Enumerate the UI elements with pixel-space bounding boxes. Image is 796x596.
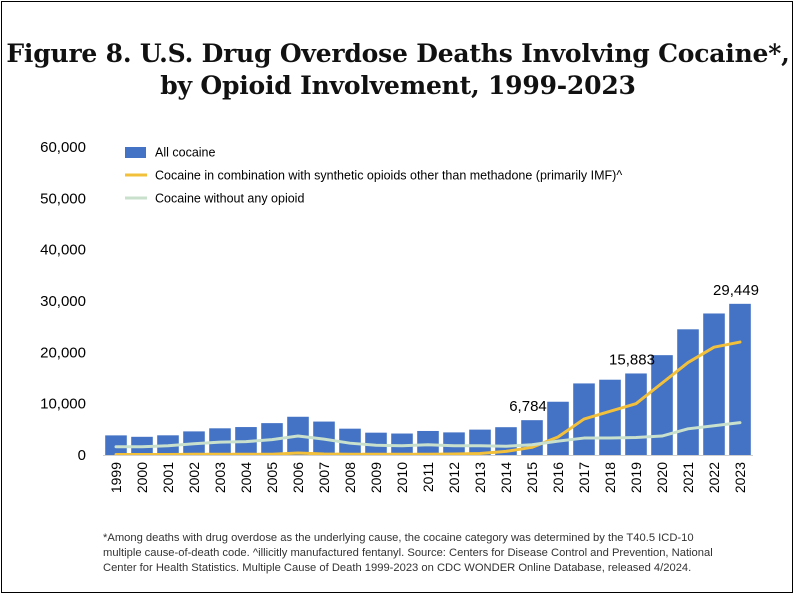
bar — [729, 303, 751, 455]
x-tick-label: 2001 — [160, 462, 176, 493]
footnote-line-3: Center for Health Statistics. Multiple C… — [103, 562, 692, 574]
x-tick-label: 2003 — [212, 462, 228, 493]
bar — [599, 379, 621, 455]
data-labels: 6,784 15,883 29,449 — [509, 282, 759, 415]
y-tick-label: 50,000 — [40, 190, 86, 207]
bar — [625, 373, 647, 455]
line-series — [114, 340, 742, 456]
x-tick-label: 2007 — [316, 462, 332, 493]
y-tick-label: 40,000 — [40, 242, 86, 259]
x-tick-label: 2000 — [134, 462, 150, 493]
x-tick-label: 2016 — [550, 462, 566, 493]
legend: All cocaine Cocaine in combination with s… — [125, 146, 622, 206]
y-axis: 0 10,000 20,000 30,000 40,000 50,000 60,000 — [40, 139, 86, 464]
legend-label: All cocaine — [155, 146, 215, 160]
chart-title-line-1: Figure 8. U.S. Drug Overdose Deaths Invo… — [6, 39, 790, 68]
x-tick-label: 2010 — [394, 462, 410, 493]
legend-label: Cocaine without any opioid — [155, 192, 304, 206]
x-tick-label: 2021 — [680, 462, 696, 493]
x-tick-label: 2011 — [420, 462, 436, 492]
chart-title: Figure 8. U.S. Drug Overdose Deaths Invo… — [0, 38, 796, 102]
bar-series-all-cocaine — [105, 303, 751, 455]
bar — [703, 313, 725, 455]
x-tick-label: 2022 — [706, 462, 722, 493]
legend-label: Cocaine in combination with synthetic op… — [155, 169, 622, 183]
x-tick-label: 2009 — [368, 462, 384, 493]
chart-title-line-2: by Opioid Involvement, 1999-2023 — [160, 71, 636, 100]
x-tick-label: 2004 — [238, 462, 254, 493]
series-line — [114, 340, 742, 456]
footnote-line-2: multiple cause-of-death code. ^illicitly… — [103, 547, 713, 559]
bar — [469, 429, 491, 455]
x-tick-label: 2008 — [342, 462, 358, 493]
y-tick-label: 10,000 — [40, 396, 86, 413]
data-label: 29,449 — [713, 282, 759, 299]
footnote-line-1: *Among deaths with drug overdose as the … — [103, 532, 694, 544]
bar — [443, 432, 465, 455]
x-tick-label: 2012 — [446, 462, 462, 493]
x-tick-label: 2018 — [602, 462, 618, 493]
bar — [495, 427, 517, 455]
y-tick-label: 20,000 — [40, 344, 86, 361]
bar — [677, 329, 699, 455]
series-line — [114, 421, 742, 449]
x-tick-label: 2015 — [524, 462, 540, 493]
x-tick-label: 1999 — [108, 462, 124, 493]
y-tick-label: 0 — [78, 447, 86, 464]
bar — [547, 401, 569, 455]
x-tick-label: 2017 — [576, 462, 592, 493]
bar — [105, 435, 127, 455]
x-tick-label: 2014 — [498, 462, 514, 493]
x-tick-label: 2020 — [654, 462, 670, 493]
data-label: 6,784 — [509, 398, 547, 415]
x-tick-label: 2005 — [264, 462, 280, 493]
x-tick-label: 2013 — [472, 462, 488, 493]
x-tick-label: 2006 — [290, 462, 306, 493]
legend-swatch — [125, 147, 146, 158]
x-tick-label: 2023 — [732, 462, 748, 493]
bar — [417, 430, 439, 455]
data-label: 15,883 — [609, 351, 655, 368]
x-tick-label: 2002 — [186, 462, 202, 493]
x-tick-label: 2019 — [628, 462, 644, 493]
x-axis: 1999 2000 2001 2002 2003 2004 2005 2006 2007 2008… — [108, 462, 748, 493]
y-tick-label: 30,000 — [40, 293, 86, 310]
bar — [651, 355, 673, 455]
footnote: *Among deaths with drug overdose as the … — [103, 531, 763, 576]
y-tick-label: 60,000 — [40, 139, 86, 156]
